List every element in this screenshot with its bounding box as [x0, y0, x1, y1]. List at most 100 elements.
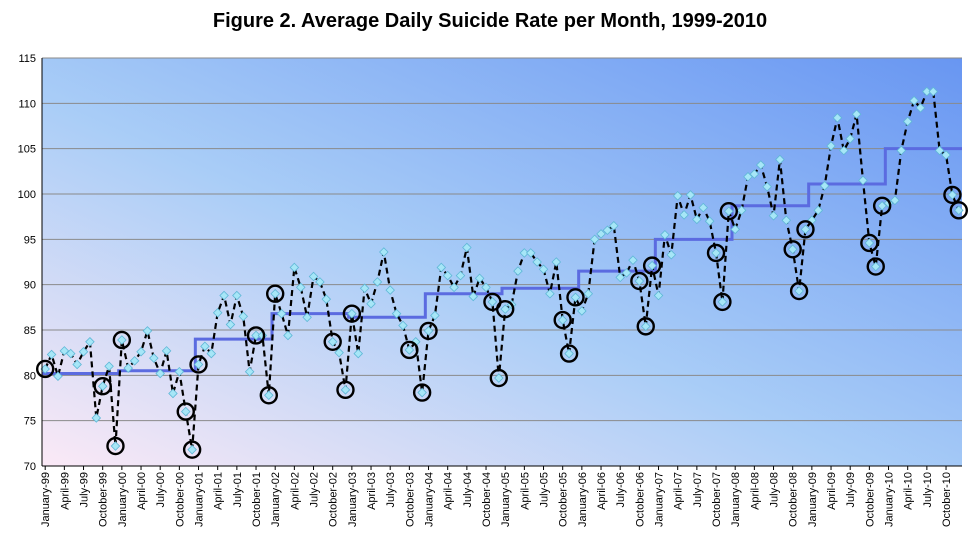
highlight-circle: [719, 202, 739, 221]
data-point-marker: [270, 288, 280, 299]
data-point-marker: [200, 341, 210, 352]
data-point-marker: [187, 444, 197, 455]
data-point-marker: [525, 248, 536, 258]
x-tick-label: October-10: [941, 472, 953, 527]
y-tick-label: 90: [24, 280, 36, 292]
data-point-marker: [487, 297, 498, 307]
data-point-marker: [743, 172, 753, 182]
data-point-marker: [538, 264, 549, 275]
data-point-marker: [78, 346, 89, 357]
data-point-marker: [353, 348, 364, 359]
data-point-marker: [442, 270, 453, 281]
data-point-marker: [423, 326, 434, 336]
data-point-marker: [155, 368, 165, 379]
y-tick-label: 100: [18, 189, 36, 201]
x-tick-label: July-03: [385, 472, 397, 507]
data-point-marker: [954, 205, 964, 216]
data-point-marker: [104, 361, 114, 372]
data-point-marker: [500, 304, 510, 314]
highlight-circle: [412, 383, 432, 402]
x-tick-label: July-04: [462, 472, 474, 507]
data-point-marker: [634, 276, 645, 286]
data-point-marker: [551, 257, 562, 267]
data-point-marker: [813, 205, 824, 216]
x-tick-label: January-03: [347, 472, 359, 527]
data-point-marker: [59, 346, 70, 356]
data-point-marker: [557, 315, 568, 325]
x-tick-label: October-07: [711, 472, 723, 527]
data-point-marker: [647, 260, 657, 271]
data-point-marker: [168, 388, 178, 399]
x-tick-label: October-06: [634, 472, 646, 527]
data-point-marker: [922, 86, 932, 97]
x-tick-label: January-06: [577, 472, 589, 527]
data-point-marker: [385, 285, 395, 295]
data-point-marker: [462, 242, 472, 253]
data-point-marker: [315, 277, 325, 287]
highlight-circle: [93, 377, 112, 396]
x-tick-label: October-00: [174, 472, 186, 527]
data-point-marker: [826, 141, 836, 151]
data-point-marker: [149, 353, 159, 363]
highlight-circle: [112, 330, 132, 350]
monthly-rate-line: [44, 90, 960, 450]
x-tick-label: April-99: [59, 472, 71, 510]
data-point-marker: [238, 311, 249, 322]
x-tick-label: January-00: [117, 472, 129, 527]
data-point-marker: [685, 190, 696, 200]
x-axis-tick-labels: January-99 April-99 July-99 October-99 Janua…: [40, 466, 953, 527]
x-tick-label: July-00: [155, 472, 167, 507]
data-point-marker: [404, 345, 415, 355]
data-point-marker: [340, 385, 351, 395]
data-point-marker: [787, 244, 798, 255]
data-point-marker: [366, 298, 376, 309]
data-point-marker: [142, 326, 153, 336]
highlight-circle: [796, 220, 815, 239]
y-axis-tick-labels: 70 75 80 85 90 95 100 105 110 115: [18, 53, 36, 473]
data-point-marker: [717, 297, 728, 307]
data-point-marker: [85, 337, 95, 347]
highlight-circle: [860, 233, 879, 253]
y-tick-label: 75: [24, 416, 36, 428]
data-point-marker: [295, 282, 306, 293]
highlight-circle: [553, 310, 572, 330]
data-point-marker: [65, 348, 76, 359]
highlight-circle: [35, 359, 55, 379]
highlight-circle: [866, 257, 885, 276]
highlight-circle: [400, 340, 419, 360]
data-point-marker: [711, 248, 721, 258]
data-point-marker: [736, 205, 747, 216]
data-point-marker: [902, 116, 913, 127]
highlight-circle: [419, 321, 438, 341]
x-tick-label: July-08: [769, 472, 781, 507]
x-tick-label: October-05: [558, 472, 570, 527]
data-point-marker: [455, 270, 466, 281]
data-point-marker: [193, 359, 204, 370]
chart-title: Figure 2. Average Daily Suicide Rate per…: [212, 10, 768, 32]
data-point-marker: [915, 103, 926, 113]
data-point-marker: [775, 154, 785, 165]
data-point-marker: [819, 181, 830, 191]
data-point-marker: [436, 262, 447, 273]
x-tick-label: April-06: [596, 472, 608, 510]
x-tick-label: January-05: [500, 472, 512, 527]
x-tick-label: January-10: [884, 472, 896, 527]
data-point-marker: [289, 262, 300, 273]
data-point-marker: [577, 306, 587, 316]
y-tick-label: 105: [18, 144, 36, 156]
data-point-marker: [583, 288, 594, 299]
data-point-marker: [308, 271, 319, 282]
data-point-marker: [449, 282, 459, 293]
data-point-marker: [513, 266, 523, 276]
data-point-marker: [161, 346, 172, 356]
x-tick-label: October-99: [98, 472, 110, 527]
data-point-marker: [596, 229, 606, 239]
highlight-circle: [559, 344, 579, 363]
x-tick-label: January-01: [194, 472, 206, 527]
axes: [41, 58, 962, 467]
y-tick-label: 110: [18, 98, 36, 110]
x-tick-label: July-01: [232, 472, 244, 507]
data-point-marker: [379, 247, 389, 257]
data-point-marker: [858, 175, 868, 186]
